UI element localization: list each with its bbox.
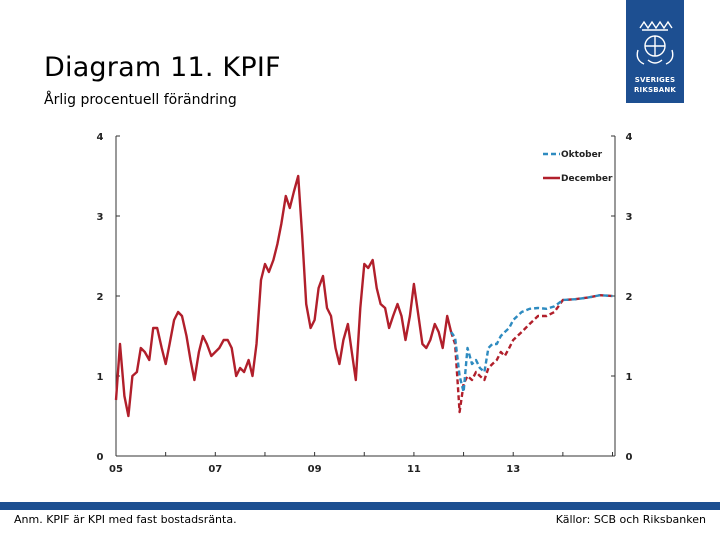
chart-series bbox=[114, 174, 613, 418]
riksbank-logo: SVERIGES RIKSBANK bbox=[626, 0, 684, 103]
chart-ticks: 0 01 12 23 34 405 07 09 11 13 bbox=[97, 132, 633, 475]
legend-label-december: December bbox=[561, 174, 613, 184]
x-tick-label: 05 bbox=[109, 464, 123, 475]
y-tick-label-left: 0 bbox=[97, 452, 104, 463]
series-line-december bbox=[114, 174, 453, 418]
logo-text-line2: RIKSBANK bbox=[633, 86, 677, 94]
y-tick-label-right: 3 bbox=[626, 212, 633, 223]
series-line-december-forecast bbox=[449, 294, 613, 414]
page-subtitle: Årlig procentuell förändring bbox=[44, 92, 237, 108]
x-tick-label: 11 bbox=[407, 464, 421, 475]
series-line-oktober bbox=[450, 294, 613, 394]
source-text: Källor: SCB och Riksbanken bbox=[555, 513, 706, 526]
footer-bar bbox=[0, 502, 720, 510]
y-tick-label-left: 4 bbox=[97, 132, 104, 143]
y-tick-label-right: 0 bbox=[626, 452, 633, 463]
legend-label-oktober: Oktober bbox=[561, 150, 603, 160]
y-tick-label-right: 2 bbox=[626, 292, 633, 303]
y-tick-label-left: 3 bbox=[97, 212, 104, 223]
chart-axes bbox=[115, 136, 616, 457]
x-tick-label: 09 bbox=[308, 464, 322, 475]
y-tick-label-right: 4 bbox=[626, 132, 633, 143]
x-tick-label: 07 bbox=[208, 464, 222, 475]
chart-legend: Oktober December bbox=[543, 150, 613, 184]
y-tick-label-left: 2 bbox=[97, 292, 104, 303]
page-title: Diagram 11. KPIF bbox=[44, 52, 281, 83]
y-tick-label-left: 1 bbox=[97, 372, 104, 383]
x-tick-label: 13 bbox=[506, 464, 520, 475]
crest-icon bbox=[636, 20, 674, 65]
footnote: Anm. KPIF är KPI med fast bostadsränta. bbox=[14, 513, 237, 526]
y-tick-label-right: 1 bbox=[626, 372, 633, 383]
logo-text-line1: SVERIGES bbox=[634, 76, 676, 84]
